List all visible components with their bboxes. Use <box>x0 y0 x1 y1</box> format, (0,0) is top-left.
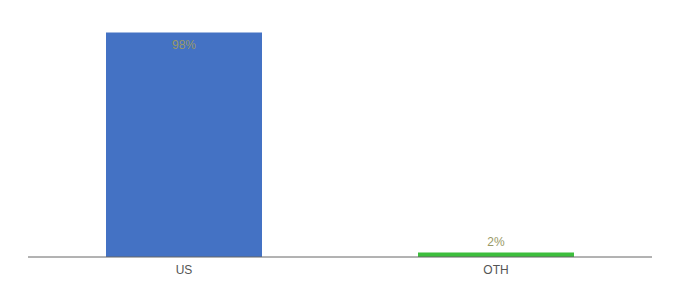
svg-text:98%: 98% <box>172 38 196 52</box>
svg-text:2%: 2% <box>487 235 505 249</box>
svg-text:OTH: OTH <box>483 263 508 277</box>
svg-text:US: US <box>176 263 193 277</box>
